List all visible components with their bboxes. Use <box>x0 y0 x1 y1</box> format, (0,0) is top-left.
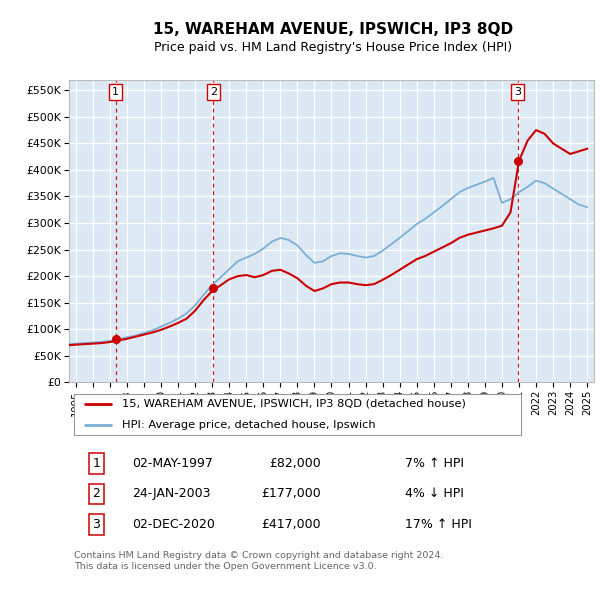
Text: Price paid vs. HM Land Registry's House Price Index (HPI): Price paid vs. HM Land Registry's House … <box>154 41 512 54</box>
Text: 2: 2 <box>92 487 100 500</box>
Text: £417,000: £417,000 <box>262 518 321 531</box>
Text: Contains HM Land Registry data © Crown copyright and database right 2024.
This d: Contains HM Land Registry data © Crown c… <box>74 552 443 571</box>
Text: 15, WAREHAM AVENUE, IPSWICH, IP3 8QD: 15, WAREHAM AVENUE, IPSWICH, IP3 8QD <box>153 22 513 37</box>
Text: 2: 2 <box>210 87 217 97</box>
Text: 15, WAREHAM AVENUE, IPSWICH, IP3 8QD (detached house): 15, WAREHAM AVENUE, IPSWICH, IP3 8QD (de… <box>121 399 466 409</box>
Text: HPI: Average price, detached house, Ipswich: HPI: Average price, detached house, Ipsw… <box>121 419 375 430</box>
Text: 17% ↑ HPI: 17% ↑ HPI <box>405 518 472 531</box>
Text: 7% ↑ HPI: 7% ↑ HPI <box>405 457 464 470</box>
Text: 4% ↓ HPI: 4% ↓ HPI <box>405 487 464 500</box>
FancyBboxPatch shape <box>74 394 521 435</box>
Text: 24-JAN-2003: 24-JAN-2003 <box>132 487 211 500</box>
Text: 1: 1 <box>112 87 119 97</box>
Text: 02-DEC-2020: 02-DEC-2020 <box>132 518 215 531</box>
Text: 02-MAY-1997: 02-MAY-1997 <box>132 457 213 470</box>
Text: 3: 3 <box>514 87 521 97</box>
Text: £82,000: £82,000 <box>269 457 321 470</box>
Text: 1: 1 <box>92 457 100 470</box>
Text: 3: 3 <box>92 518 100 531</box>
Text: £177,000: £177,000 <box>261 487 321 500</box>
